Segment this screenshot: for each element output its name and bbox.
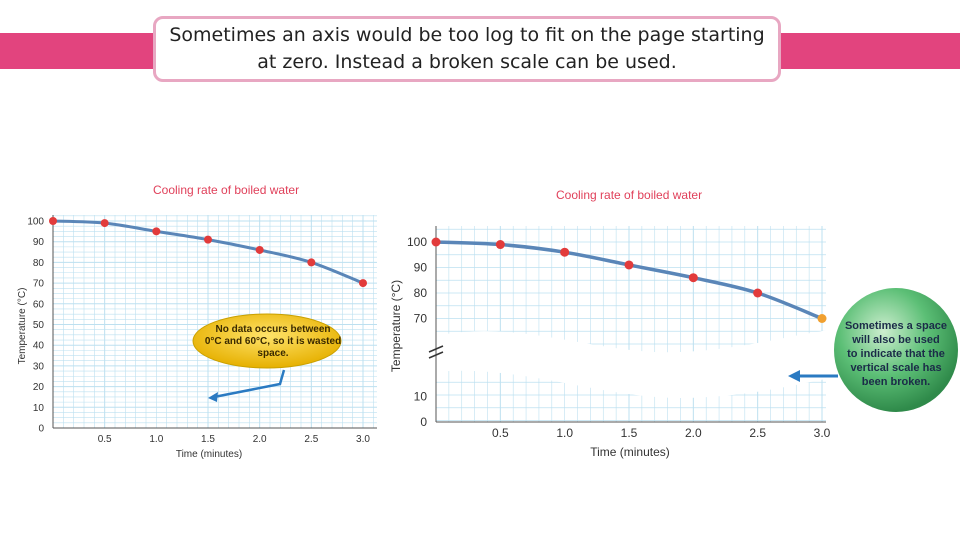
chart-left-points — [49, 217, 367, 288]
chart-right-points — [431, 237, 827, 323]
y-tick-label: 10 — [414, 390, 428, 404]
chart-left: Cooling rate of boiled water 0 10 20 30 40 50… — [17, 183, 377, 460]
data-point — [255, 245, 264, 254]
x-tick-label: 1.5 — [201, 434, 215, 445]
x-tick-label: 2.5 — [304, 434, 318, 445]
y-tick-label: 50 — [33, 320, 45, 331]
chart-right-axes — [428, 226, 826, 423]
chart-left-axes — [52, 215, 377, 429]
chart-right-annotation-line-2: will also be used — [851, 334, 939, 346]
x-tick-label: 2.0 — [253, 434, 267, 445]
data-point — [100, 219, 109, 228]
y-tick-label: 40 — [33, 341, 45, 352]
x-tick-label: 0.5 — [492, 426, 509, 440]
data-point — [624, 260, 634, 270]
y-tick-label: 70 — [414, 312, 428, 326]
chart-left-xlabel: Time (minutes) — [176, 449, 242, 460]
chart-right-annotation-line-1: Sometimes a space — [845, 320, 947, 332]
y-tick-label: 80 — [33, 258, 45, 269]
data-point — [431, 237, 441, 247]
data-point — [688, 273, 698, 283]
chart-right: Cooling rate of boiled water 70 80 90 100 0 1… — [389, 188, 958, 459]
chart-right-annotation-line-4: vertical scale has — [850, 362, 941, 374]
y-tick-label: 10 — [33, 403, 45, 414]
x-tick-label: 0.5 — [98, 434, 112, 445]
data-point — [495, 240, 505, 250]
y-tick-label: 80 — [414, 286, 428, 300]
x-tick-label: 1.0 — [149, 434, 163, 445]
data-point — [307, 258, 316, 267]
x-tick-label: 2.0 — [685, 426, 702, 440]
data-point — [152, 227, 161, 236]
chart-left-arrow-head — [208, 392, 218, 402]
chart-left-tick-labels: 0 10 20 30 40 50 60 70 80 90 100 0.5 1.0 1.5 2.0 2.5 3.0 — [27, 217, 370, 446]
chart-left-title: Cooling rate of boiled water — [153, 183, 299, 197]
x-tick-label: 3.0 — [356, 434, 370, 445]
data-point — [49, 217, 57, 225]
x-tick-label: 1.0 — [556, 426, 573, 440]
chart-right-annotation-line-5: been broken. — [862, 376, 930, 388]
data-point — [204, 235, 212, 244]
y-tick-label: 30 — [33, 361, 45, 372]
y-tick-label: 0 — [38, 424, 44, 435]
axis-break-mark — [428, 345, 444, 359]
chart-right-arrow-head — [788, 370, 800, 382]
data-point — [359, 279, 367, 288]
y-tick-label: 100 — [27, 217, 44, 228]
x-tick-label: 2.5 — [749, 426, 766, 440]
y-tick-label: 100 — [407, 235, 427, 249]
x-tick-label: 3.0 — [814, 426, 831, 440]
chart-right-xlabel: Time (minutes) — [590, 445, 670, 459]
y-tick-label: 70 — [33, 279, 45, 290]
data-point — [753, 288, 763, 298]
y-tick-label: 90 — [33, 237, 45, 248]
data-point — [817, 314, 827, 323]
chart-right-title: Cooling rate of boiled water — [556, 188, 702, 202]
y-tick-label: 20 — [33, 382, 45, 393]
header-line-2: at zero. Instead a broken scale can be u… — [257, 51, 677, 73]
y-tick-label: 0 — [420, 415, 427, 429]
chart-left-arrow-line — [213, 369, 286, 399]
chart-right-ylabel: Temperature (°C) — [389, 280, 403, 372]
chart-right-annotation-bubble — [834, 288, 958, 412]
chart-right-tick-labels: 70 80 90 100 0 10 0.5 1.0 1.5 2.0 2.5 3.0 — [407, 235, 831, 440]
header-callout: Sometimes an axis would be too log to fi… — [153, 16, 781, 82]
y-tick-label: 90 — [414, 261, 428, 275]
data-point — [560, 247, 570, 257]
chart-left-ylabel: Temperature (°C) — [17, 288, 28, 365]
chart-left-annotation-line-1: No data occurs between — [215, 324, 330, 335]
chart-right-annotation-line-3: to indicate that the — [847, 348, 945, 360]
chart-left-annotation-bubble — [192, 313, 342, 369]
chart-left-annotation-line-2: 0°C and 60°C, so it is wasted — [205, 336, 341, 347]
y-tick-label: 60 — [33, 299, 45, 310]
chart-right-break-gap — [436, 330, 830, 398]
x-tick-label: 1.5 — [621, 426, 638, 440]
header-line-1: Sometimes an axis would be too log to fi… — [169, 24, 765, 46]
chart-left-annotation-line-3: space. — [257, 348, 288, 359]
